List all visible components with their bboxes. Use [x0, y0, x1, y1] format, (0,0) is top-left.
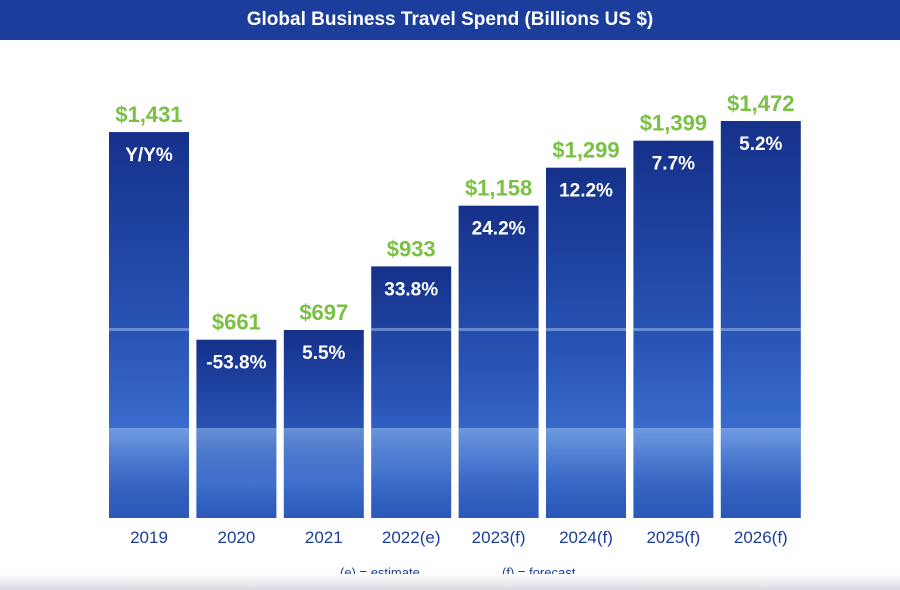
- category-label: 2022(e): [382, 528, 441, 547]
- yoy-label: 7.7%: [652, 154, 695, 175]
- bar-floor-reflection: [371, 428, 452, 518]
- category-label: 2021: [305, 528, 343, 547]
- value-label: $1,299: [552, 138, 619, 163]
- bar-floor-reflection: [458, 428, 539, 518]
- value-label: $1,472: [727, 91, 794, 116]
- value-label: $661: [212, 310, 261, 335]
- value-label: $933: [387, 236, 436, 261]
- chart-title: Global Business Travel Spend (Billions U…: [246, 9, 654, 30]
- bar-floor-reflection: [283, 428, 364, 518]
- category-label: 2026(f): [734, 528, 788, 547]
- yoy-label: 5.5%: [302, 343, 345, 364]
- yoy-label: 12.2%: [559, 181, 613, 202]
- value-label: $697: [299, 300, 348, 325]
- bar-floor-reflection: [633, 428, 714, 518]
- bar-horizon-line: [371, 328, 452, 331]
- yoy-label: 5.2%: [739, 134, 782, 155]
- value-label: $1,399: [640, 111, 707, 136]
- bar-floor-reflection: [720, 428, 801, 518]
- bar-chart: $1,431 Y/Y% 2019 $661 -53.8% 2020 $697 5.5% 2021…: [109, 91, 801, 547]
- bar-horizon-line: [720, 328, 801, 331]
- bar-horizon-line: [633, 328, 714, 331]
- value-label: $1,431: [115, 102, 182, 127]
- yoy-label: 33.8%: [384, 279, 438, 300]
- bar-horizon-line: [109, 328, 189, 331]
- bar-floor-reflection: [196, 428, 277, 518]
- category-label: 2024(f): [559, 528, 613, 547]
- category-label: 2023(f): [472, 528, 526, 547]
- chart-title-bar: Global Business Travel Spend (Billions U…: [0, 0, 900, 40]
- yoy-label: Y/Y%: [125, 145, 173, 166]
- bar-horizon-line: [458, 328, 539, 331]
- yoy-label: -53.8%: [206, 353, 266, 374]
- category-label: 2025(f): [646, 528, 700, 547]
- bottom-fade: [0, 574, 900, 590]
- bar-floor-reflection: [109, 428, 189, 518]
- bar-floor-reflection: [546, 428, 626, 518]
- category-label: 2020: [217, 528, 255, 547]
- category-label: 2019: [130, 528, 168, 547]
- value-label: $1,158: [465, 176, 532, 201]
- yoy-label: 24.2%: [472, 219, 526, 240]
- bar-horizon-line: [546, 328, 626, 331]
